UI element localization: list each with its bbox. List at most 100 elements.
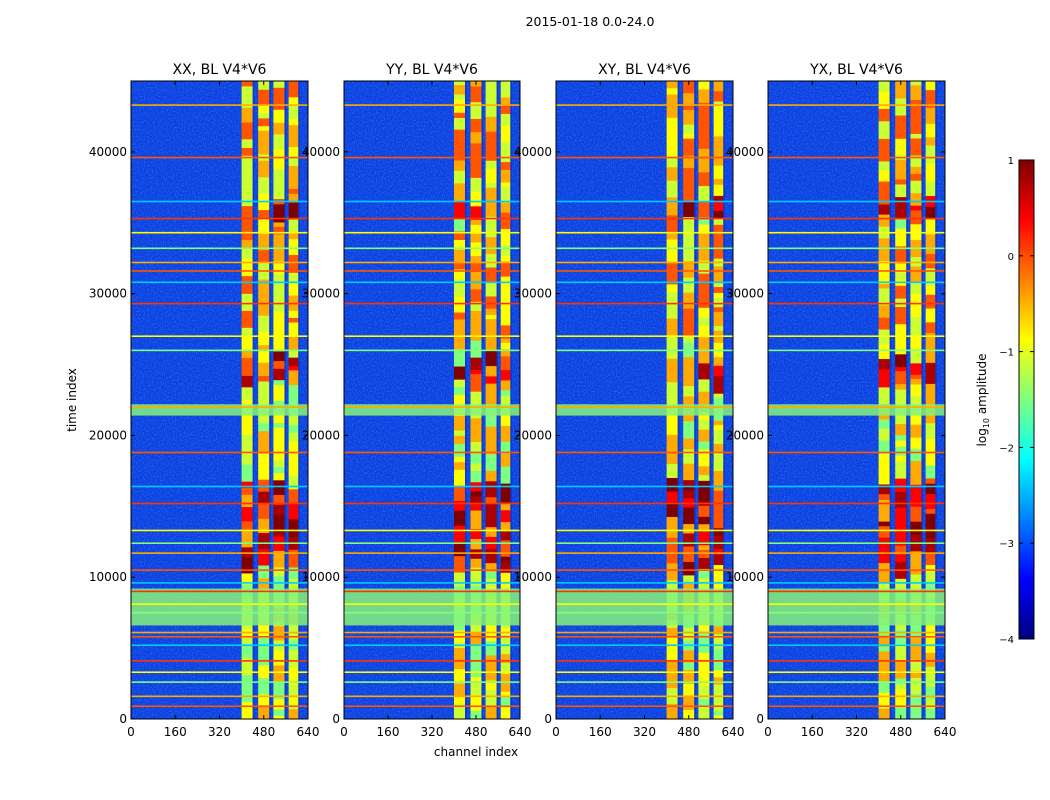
signal-cell [713,662,724,671]
signal-cell [500,186,511,204]
signal-cell [895,159,907,169]
signal-cell [713,470,724,486]
y-tick-label: 10000 [726,570,764,584]
signal-cell [500,483,511,497]
signal-cell [895,446,907,457]
rfi-row [344,261,520,264]
colorbar-label-log: log [975,428,989,446]
signal-cell [485,426,497,438]
x-tick-label: 480 [252,725,275,739]
signal-cell [895,707,907,719]
flagged-time-range [556,404,733,416]
colorbar-tick-label: 0 [1008,252,1014,263]
signal-cell [895,197,907,202]
signal-cell [241,717,253,719]
signal-cell [698,134,710,145]
signal-cell [485,145,497,153]
signal-cell [925,90,936,109]
rfi-row [131,542,308,544]
signal-cell [666,714,678,719]
signal-cell [713,210,724,219]
signal-cell [666,371,678,383]
signal-cell [910,100,922,114]
signal-cell [713,165,724,180]
signal-cell [241,293,253,312]
signal-cell [713,452,724,463]
signal-cell [485,335,497,352]
signal-cell [288,366,299,371]
y-tick-label: 40000 [514,145,552,159]
y-tick-label: 0 [756,712,764,726]
signal-cell [500,169,511,183]
signal-cell [713,634,724,650]
signal-cell [258,210,270,219]
signal-cell [925,456,936,467]
signal-cell [713,429,724,445]
signal-cell [470,496,482,504]
rfi-row [768,705,945,708]
signal-cell [925,699,936,710]
signal-cell [878,563,890,571]
rfi-row [344,349,520,352]
signal-cell [288,233,299,240]
signal-cell [925,538,936,545]
signal-cell [925,145,936,164]
signal-cell [683,463,695,481]
signal-cell [454,416,465,432]
signal-cell [683,183,695,202]
signal-cell [910,180,922,189]
signal-cell [500,325,511,340]
signal-cell [288,272,299,285]
signal-cell [241,487,253,496]
signal-cell [878,369,890,388]
panel-yx: YX, BL V4*V6 0 160 320 480 640 0 10000 20000 3000… [726,62,957,739]
signal-cell [713,201,724,212]
signal-cell [713,420,724,426]
signal-cell [273,169,285,184]
signal-cell [288,567,299,580]
signal-cell [273,682,285,700]
colorbar-tick-label: −1 [999,348,1014,359]
rfi-row [768,681,945,683]
signal-cell [878,651,890,665]
signal-cell [666,349,678,360]
signal-cell [273,134,285,150]
signal-cell [500,276,511,295]
signal-cell [713,365,724,377]
rfi-row [556,247,733,250]
signal-cell [241,507,253,522]
signal-cell [273,380,285,386]
signal-band [273,81,285,719]
band-divider [269,81,271,719]
signal-band [698,81,710,719]
signal-cell [500,673,511,680]
rfi-row [344,681,520,683]
signal-cell [683,490,695,499]
rfi-row [344,671,520,674]
signal-cell [485,350,497,367]
signal-cell [878,238,890,247]
signal-cell [713,398,724,406]
signal-cell [485,436,497,448]
signal-cell [925,531,936,540]
signal-cell [666,526,678,539]
signal-cell [258,145,270,155]
signal-cell [454,218,465,232]
signal-cell [288,97,299,107]
rfi-row [768,261,945,264]
signal-cell [288,310,299,319]
signal-cell [666,537,678,556]
flagged-time-range [131,404,308,416]
signal-cell [485,160,497,170]
rfi-row [556,552,733,554]
rfi-row [131,231,308,234]
signal-cell [895,643,907,662]
band-divider [298,81,300,719]
signal-cell [288,125,299,139]
signal-cell [925,543,936,554]
figure-suptitle: 2015-01-18 0.0-24.0 [526,14,655,29]
signal-cell [454,456,465,463]
signal-cell [241,336,253,352]
signal-cell [895,371,907,385]
flagged-time-range [556,588,733,626]
